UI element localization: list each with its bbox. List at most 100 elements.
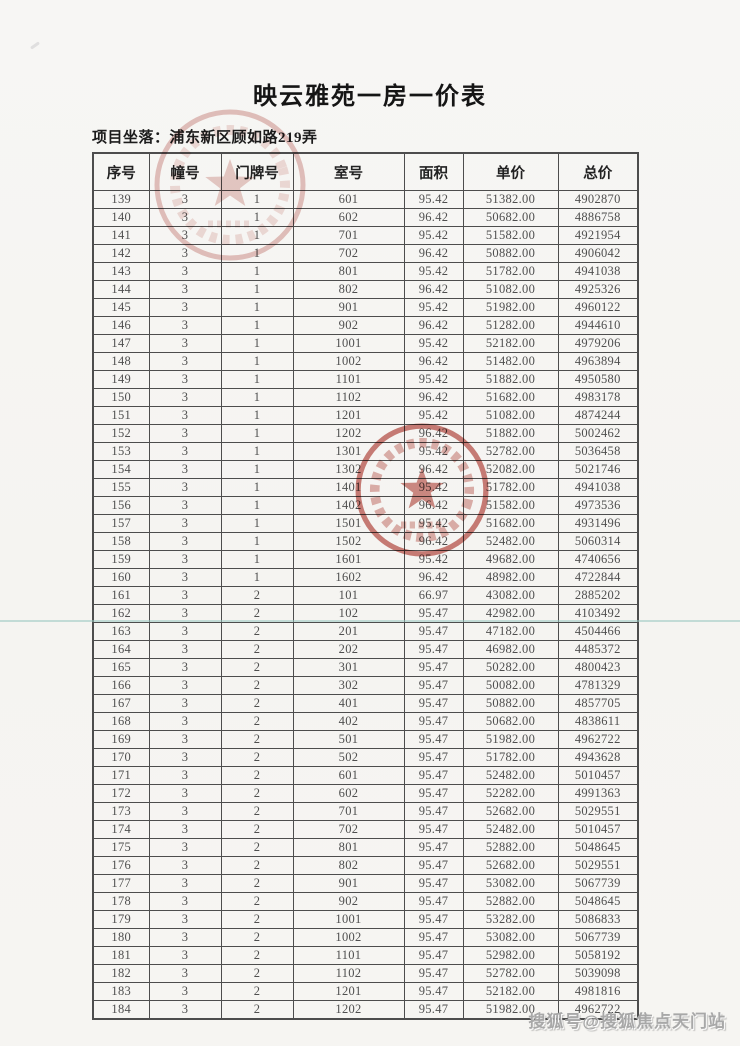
- table-cell: 1201: [292, 982, 405, 1001]
- table-cell: 51782.00: [462, 748, 559, 767]
- price-table: 序号 幢号 门牌号 室号 面积 单价 总价 139 3 1 601 95.42 51382.00 490…: [92, 152, 639, 1020]
- table-cell: 3: [148, 838, 222, 857]
- table-cell: 1002: [292, 928, 405, 947]
- table-cell: 175: [92, 838, 150, 857]
- project-location-line: 项目坐落：浦东新区顾如路219弄: [92, 126, 318, 147]
- table-row: 165 3 2 301 95.47 50282.00 4800423: [92, 658, 639, 677]
- table-cell: 95.42: [403, 370, 464, 389]
- table-cell: 5086833: [557, 910, 639, 929]
- table-cell: 3: [148, 964, 222, 983]
- table-cell: 3: [148, 352, 222, 371]
- table-cell: 4944610: [557, 316, 639, 335]
- table-row: 176 3 2 802 95.47 52682.00 5029551: [92, 856, 639, 875]
- project-location-label: 项目坐落：: [92, 130, 170, 146]
- table-cell: 3: [148, 280, 222, 299]
- table-row: 145 3 1 901 95.42 51982.00 4960122: [92, 298, 639, 317]
- table-cell: 3: [148, 262, 222, 281]
- table-cell: 3: [148, 658, 222, 677]
- table-cell: 3: [148, 388, 222, 407]
- table-cell: 2: [220, 676, 294, 695]
- table-row: 155 3 1 1401 95.42 51782.00 4941038: [92, 478, 639, 497]
- table-cell: 2: [220, 622, 294, 641]
- table-cell: 4902870: [557, 190, 639, 209]
- table-cell: 96.42: [403, 568, 464, 587]
- table-row: 166 3 2 302 95.47 50082.00 4781329: [92, 676, 639, 695]
- table-row: 149 3 1 1101 95.42 51882.00 4950580: [92, 370, 639, 389]
- table-cell: 4962722: [557, 1000, 639, 1020]
- table-cell: 602: [292, 784, 405, 803]
- table-cell: 179: [92, 910, 150, 929]
- table-cell: 96.42: [403, 424, 464, 443]
- column-header: 序号: [92, 152, 150, 191]
- table-cell: 2: [220, 874, 294, 893]
- table-cell: 50882.00: [462, 694, 559, 713]
- table-cell: 5010457: [557, 820, 639, 839]
- table-cell: 95.47: [403, 874, 464, 893]
- table-cell: 95.42: [403, 514, 464, 533]
- table-row: 175 3 2 801 95.47 52882.00 5048645: [92, 838, 639, 857]
- table-cell: 2: [220, 910, 294, 929]
- table-cell: 4838611: [557, 712, 639, 731]
- table-row: 147 3 1 1001 95.42 52182.00 4979206: [92, 334, 639, 353]
- table-cell: 174: [92, 820, 150, 839]
- table-cell: 182: [92, 964, 150, 983]
- table-cell: 5048645: [557, 838, 639, 857]
- table-cell: 301: [292, 658, 405, 677]
- table-row: 184 3 2 1202 95.47 51982.00 4962722: [92, 1000, 639, 1020]
- table-cell: 4963894: [557, 352, 639, 371]
- table-cell: 176: [92, 856, 150, 875]
- table-cell: 4931496: [557, 514, 639, 533]
- table-cell: 3: [148, 874, 222, 893]
- table-cell: 164: [92, 640, 150, 659]
- table-cell: 1301: [292, 442, 405, 461]
- table-cell: 1: [220, 514, 294, 533]
- table-cell: 157: [92, 514, 150, 533]
- table-cell: 1: [220, 190, 294, 209]
- table-cell: 183: [92, 982, 150, 1001]
- table-cell: 5036458: [557, 442, 639, 461]
- table-cell: 3: [148, 856, 222, 875]
- table-cell: 2: [220, 802, 294, 821]
- table-cell: 52482.00: [462, 766, 559, 785]
- table-cell: 3: [148, 334, 222, 353]
- table-cell: 96.42: [403, 316, 464, 335]
- table-cell: 3: [148, 532, 222, 551]
- table-row: 177 3 2 901 95.47 53082.00 5067739: [92, 874, 639, 893]
- table-cell: 142: [92, 244, 150, 263]
- table-cell: 95.47: [403, 640, 464, 659]
- table-cell: 1: [220, 244, 294, 263]
- table-cell: 66.97: [403, 586, 464, 605]
- table-cell: 95.42: [403, 190, 464, 209]
- table-cell: 50682.00: [462, 208, 559, 227]
- table-cell: 701: [292, 802, 405, 821]
- table-row: 174 3 2 702 95.47 52482.00 5010457: [92, 820, 639, 839]
- table-row: 182 3 2 1102 95.47 52782.00 5039098: [92, 964, 639, 983]
- table-cell: 3: [148, 550, 222, 569]
- table-cell: 5039098: [557, 964, 639, 983]
- table-cell: 901: [292, 874, 405, 893]
- table-cell: 1: [220, 568, 294, 587]
- table-cell: 3: [148, 370, 222, 389]
- table-row: 170 3 2 502 95.47 51782.00 4943628: [92, 748, 639, 767]
- table-cell: 2: [220, 982, 294, 1001]
- table-cell: 2: [220, 892, 294, 911]
- table-cell: 2: [220, 820, 294, 839]
- table-cell: 4925326: [557, 280, 639, 299]
- table-cell: 1401: [292, 478, 405, 497]
- table-cell: 601: [292, 190, 405, 209]
- table-cell: 4886758: [557, 208, 639, 227]
- table-cell: 3: [148, 820, 222, 839]
- table-cell: 3: [148, 712, 222, 731]
- table-cell: 3: [148, 478, 222, 497]
- table-row: 169 3 2 501 95.47 51982.00 4962722: [92, 730, 639, 749]
- table-cell: 1: [220, 478, 294, 497]
- table-cell: 4983178: [557, 388, 639, 407]
- table-cell: 3: [148, 460, 222, 479]
- table-cell: 5058192: [557, 946, 639, 965]
- table-cell: 146: [92, 316, 150, 335]
- table-cell: 95.42: [403, 226, 464, 245]
- table-cell: 96.42: [403, 244, 464, 263]
- table-cell: 51582.00: [462, 496, 559, 515]
- table-cell: 2: [220, 586, 294, 605]
- table-cell: 501: [292, 730, 405, 749]
